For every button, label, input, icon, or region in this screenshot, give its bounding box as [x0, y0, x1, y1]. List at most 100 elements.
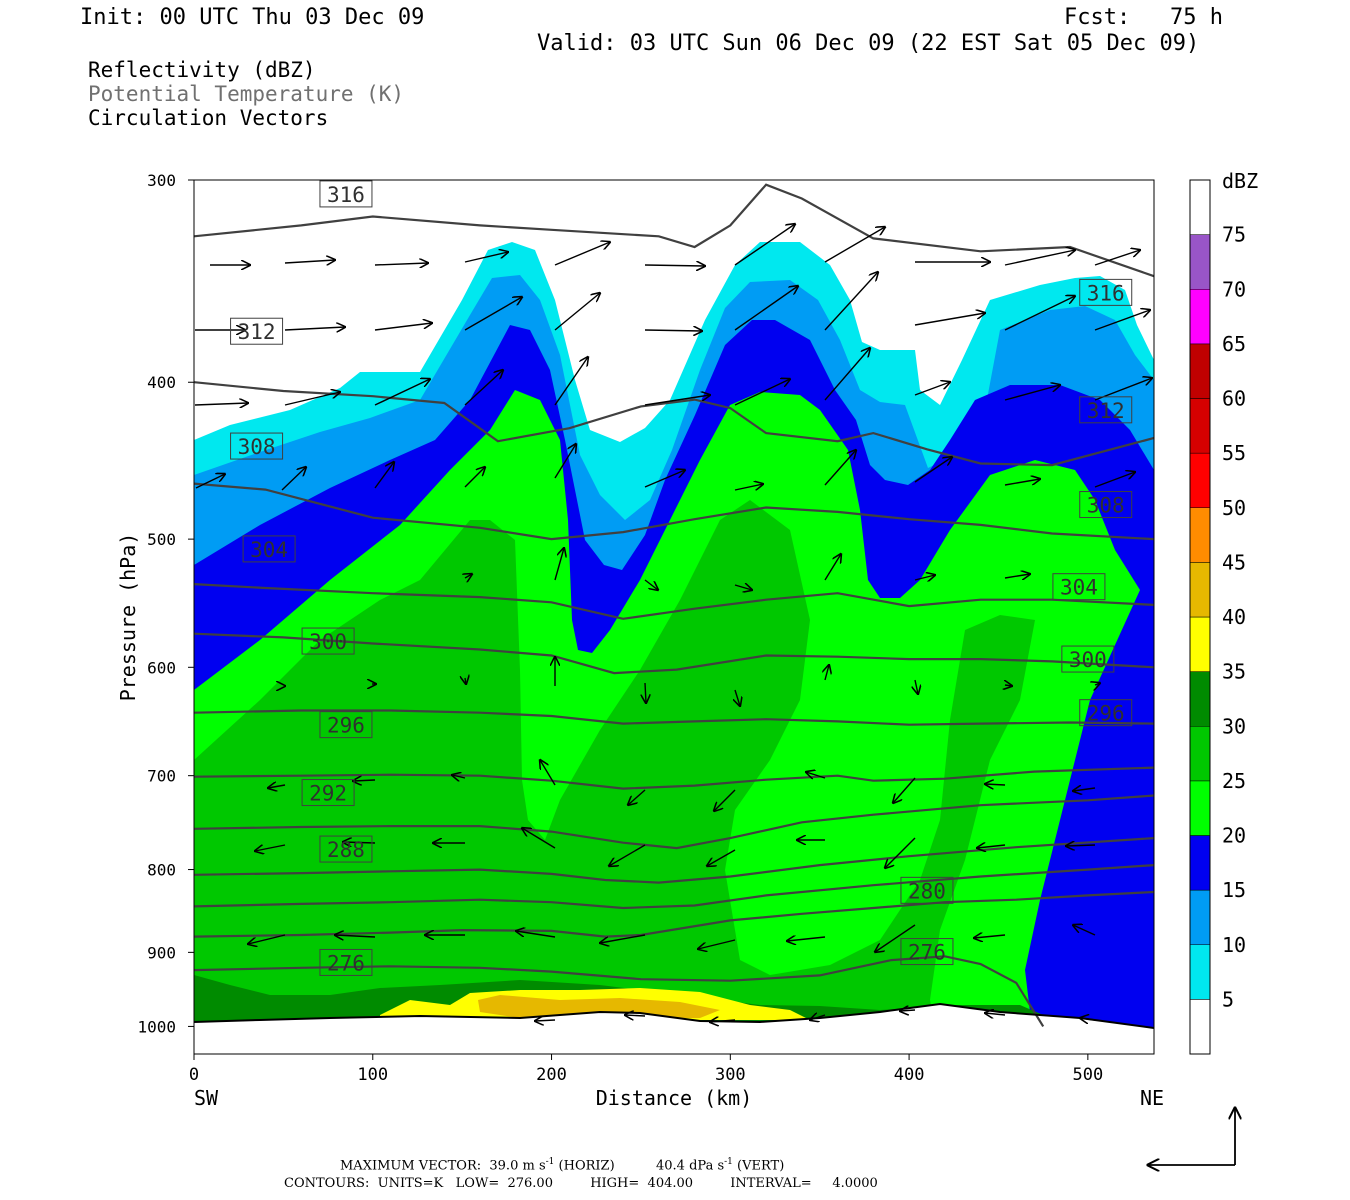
colorbar-segment	[1189, 343, 1211, 399]
theta-label-text: 312	[238, 320, 276, 344]
theta-contour-320	[194, 183, 1154, 278]
circulation-vector	[1004, 479, 1040, 486]
theta-label-text: 276	[327, 951, 365, 975]
circulation-vectors	[194, 224, 1152, 1022]
circulation-vector	[914, 313, 985, 326]
circulation-vector	[824, 272, 878, 331]
colorbar-tick-label: 25	[1222, 769, 1246, 793]
colorbar-segment	[1189, 999, 1211, 1055]
circulation-vector	[734, 585, 752, 590]
circulation-vector	[710, 1020, 736, 1022]
colorbar-segment	[1189, 671, 1211, 727]
circulation-vector	[248, 934, 286, 944]
theta-label-box	[319, 180, 373, 208]
low-label: LOW=	[455, 1176, 500, 1191]
circulation-vector	[374, 263, 428, 265]
colorbar-tick-label: 65	[1222, 332, 1246, 356]
circulation-vector	[600, 934, 646, 943]
theta-label-text: 292	[309, 782, 347, 806]
circulation-vector	[194, 403, 248, 405]
circulation-vector	[554, 444, 576, 479]
colorbar-segment	[1189, 507, 1211, 563]
circulation-vector	[268, 785, 286, 788]
circulation-vector	[806, 772, 826, 778]
x-tick-label: 400	[894, 1065, 925, 1085]
x-tick-label: 200	[536, 1065, 567, 1085]
y-tick-label: 800	[147, 861, 176, 880]
theta-contour-312	[194, 482, 1154, 541]
colorbar-tick-label: 75	[1222, 223, 1246, 247]
y-tick-label: 300	[147, 171, 176, 190]
circulation-vector	[1080, 1018, 1096, 1020]
y-tick-label: 600	[147, 658, 176, 677]
colorbar-segment	[1189, 234, 1211, 290]
x-tick-label: 300	[715, 1065, 746, 1085]
circulation-vector	[255, 844, 286, 851]
circulation-vector	[734, 379, 790, 406]
field-potential-temperature: Potential Temperature (K)	[88, 82, 405, 106]
theta-label-box	[319, 948, 373, 976]
theta-contour-284	[194, 864, 1154, 910]
circulation-vector	[875, 924, 916, 952]
circulation-vector	[281, 467, 306, 491]
colorbar-segment	[1189, 726, 1211, 782]
theta-contour-296	[194, 766, 1154, 790]
theta-contour-300	[194, 709, 1154, 726]
high-value: 404.00	[647, 1176, 694, 1191]
theta-label-316: 316	[1079, 278, 1133, 306]
circulation-vector	[735, 689, 740, 706]
colorbar-tick-label: 50	[1222, 496, 1246, 520]
colorbar-segment	[1189, 889, 1211, 945]
y-axis: 300 400 500 600 700 800 900 1000	[137, 171, 194, 1036]
theta-contour-280	[194, 890, 1154, 938]
max-vector-line: MAXIMUM VECTOR: 39.0 m s-1 (HORIZ) 40.4 …	[340, 1157, 784, 1173]
theta-contour-292	[194, 794, 1154, 850]
circulation-vector	[1073, 788, 1096, 791]
theta-label-312: 312	[230, 317, 284, 345]
colorbar-tick-label: 45	[1222, 550, 1246, 574]
theta-contour-276	[194, 955, 1045, 1027]
low-value: 276.00	[507, 1176, 553, 1191]
theta-contour-304	[194, 632, 1154, 675]
circulation-vector	[734, 484, 763, 491]
theta-label-text: 308	[1087, 494, 1125, 518]
theta-label-300: 300	[301, 627, 355, 655]
circulation-vector	[1094, 250, 1140, 266]
circulation-vector	[609, 844, 646, 866]
circulation-vector	[1004, 574, 1030, 578]
x-axis-label: Distance (km)	[596, 1086, 753, 1110]
circulation-vector	[885, 837, 916, 868]
theta-label-text: 296	[1087, 702, 1125, 726]
circulation-vector	[465, 574, 472, 578]
colorbar-tick-label: 15	[1222, 878, 1246, 902]
theta-label-box	[319, 835, 373, 863]
theta-label-288: 288	[319, 835, 373, 863]
field-circulation-vectors: Circulation Vectors	[88, 106, 329, 130]
circulation-vector	[452, 775, 466, 778]
circulation-vector	[977, 845, 1006, 848]
colorbar-segment	[1189, 835, 1211, 891]
theta-label-text: 300	[309, 630, 347, 654]
colorbar-tick-label: 70	[1222, 277, 1246, 301]
theta-label-text: 304	[250, 538, 288, 562]
theta-label-text: 300	[1069, 648, 1107, 672]
theta-label-276: 276	[900, 938, 954, 966]
theta-contour-labels: 276 276 280 288 292 296 296 300 300 304 304 308 308 3…	[230, 180, 1133, 976]
circulation-vector	[625, 1015, 646, 1016]
circulation-vector	[1005, 685, 1012, 686]
circulation-vector	[1004, 296, 1075, 331]
y-tick-label: 900	[147, 943, 176, 962]
circulation-vector	[714, 789, 736, 811]
theta-label-text: 296	[327, 714, 365, 738]
init-time: Init: 00 UTC Thu 03 Dec 09	[80, 5, 425, 30]
colorbar-tick-label: 5	[1222, 987, 1234, 1011]
theta-label-box	[1079, 396, 1133, 424]
circulation-vector	[464, 297, 522, 331]
circulation-vector	[734, 286, 798, 331]
circulation-vector	[787, 937, 826, 941]
circulation-vector	[824, 227, 885, 263]
circulation-vector	[914, 457, 952, 483]
x-tick-label: 500	[1072, 1065, 1103, 1085]
x-end-label-left: SW	[194, 1086, 219, 1110]
circulation-vector	[284, 392, 340, 406]
